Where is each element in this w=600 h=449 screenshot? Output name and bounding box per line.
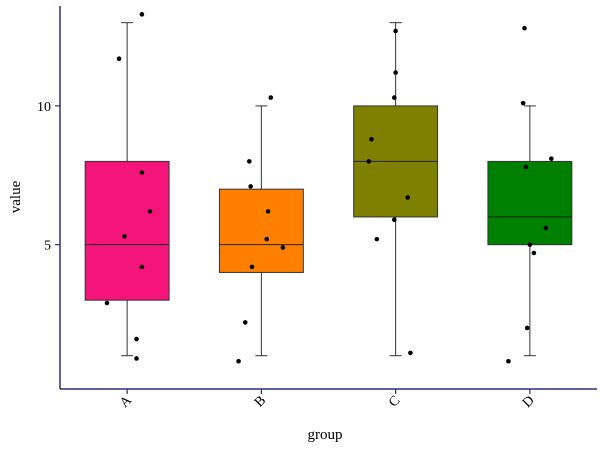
x-tick-label-B: B (252, 393, 269, 410)
data-point-B-15 (249, 264, 255, 270)
data-point-B-9 (268, 95, 274, 100)
data-point-C-22 (366, 159, 372, 164)
data-point-D-27 (522, 25, 527, 31)
data-point-A-1 (116, 56, 122, 62)
x-tick-label-C: C (386, 393, 403, 410)
plot-area (84, 12, 573, 364)
data-point-A-6 (104, 300, 110, 306)
data-point-D-33 (531, 250, 537, 256)
data-point-B-14 (280, 245, 286, 250)
data-point-B-10 (246, 159, 252, 164)
data-point-A-3 (147, 209, 153, 214)
y-tick-label-10: 10 (37, 100, 51, 115)
data-point-A-5 (139, 264, 145, 270)
data-point-D-30 (523, 164, 529, 170)
data-point-A-8 (134, 356, 139, 361)
data-point-A-2 (139, 170, 145, 175)
data-point-A-7 (134, 336, 139, 342)
x-tick-label-A: A (117, 393, 135, 411)
data-point-C-21 (369, 136, 374, 142)
data-point-C-24 (391, 217, 397, 223)
data-point-C-20 (391, 95, 397, 100)
data-point-D-28 (520, 100, 526, 106)
data-point-D-29 (549, 156, 554, 161)
data-point-C-26 (408, 350, 413, 356)
x-ticks: A B C D (117, 389, 538, 411)
y-tick-label-5: 5 (44, 239, 51, 254)
data-point-A-4 (122, 234, 127, 239)
data-point-C-25 (374, 236, 380, 242)
box-D (487, 160, 573, 246)
y-axis-title: value (8, 180, 24, 213)
data-point-B-16 (242, 320, 248, 325)
data-point-D-32 (527, 242, 533, 247)
data-point-D-31 (543, 225, 549, 231)
y-ticks: 5 10 (37, 100, 60, 254)
data-point-C-23 (405, 195, 411, 200)
data-point-B-13 (264, 236, 270, 242)
data-point-B-12 (265, 209, 271, 214)
box-A (84, 160, 170, 301)
data-point-C-19 (393, 70, 398, 75)
x-tick-label-D: D (520, 393, 538, 411)
data-point-B-11 (248, 184, 253, 189)
data-point-B-17 (236, 358, 241, 364)
x-axis-title: group (308, 427, 343, 443)
data-point-A-0 (139, 12, 145, 17)
box-B (218, 188, 304, 273)
data-point-D-34 (524, 325, 530, 331)
data-point-D-35 (506, 358, 511, 364)
data-point-C-18 (393, 28, 398, 34)
